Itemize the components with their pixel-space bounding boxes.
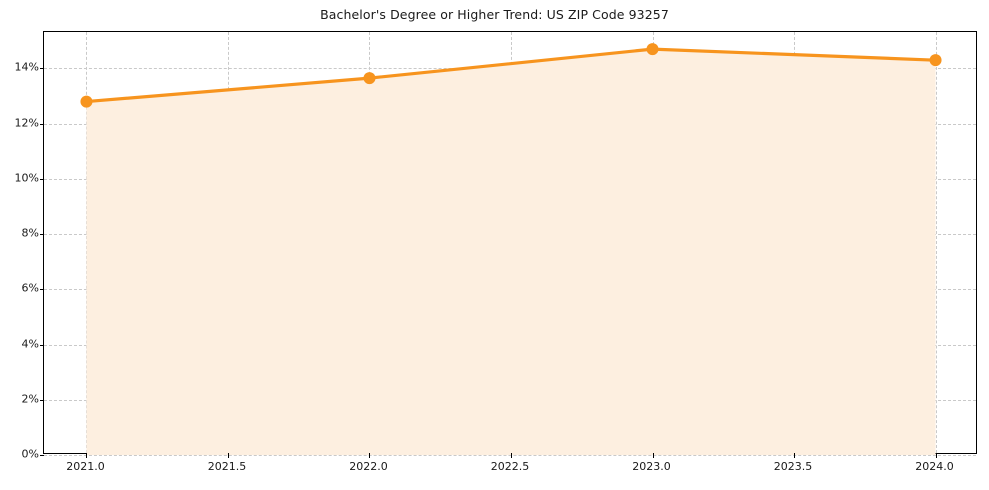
- data-point-marker: 2022: 13.65%: [363, 72, 376, 85]
- y-tick-mark: [39, 289, 44, 291]
- x-tick-label: 2021.5: [207, 460, 247, 473]
- x-tick-mark: [227, 453, 229, 458]
- x-tick-label: 2023.5: [773, 460, 813, 473]
- gridline-horizontal: [44, 455, 976, 456]
- y-tick-mark: [39, 234, 44, 236]
- y-tick-label: 0%: [21, 447, 39, 461]
- y-tick-mark: [39, 178, 44, 180]
- x-tick-mark: [86, 453, 88, 458]
- y-tick-mark: [39, 399, 44, 401]
- y-tick-mark: [39, 123, 44, 125]
- y-tick-label: 6%: [21, 281, 39, 295]
- x-tick-mark: [935, 453, 937, 458]
- y-tick-label: 8%: [21, 226, 39, 240]
- x-tick-mark: [369, 453, 371, 458]
- x-axis-tick-labels: 2021.0 2021.5 2022.0 2022.5 2023.0 2023.5 2024…: [43, 460, 977, 480]
- line-series-svg: 2021: 12.8% 2022: 13.65% 2023: 14.7% 2024: …: [80, 43, 942, 108]
- chart-title: Bachelor's Degree or Higher Trend: US ZI…: [320, 7, 669, 22]
- y-tick-mark: [39, 344, 44, 346]
- y-tick-label: 14%: [14, 60, 39, 74]
- y-tick-label: 10%: [14, 171, 39, 185]
- data-point-marker: 2023: 14.7%: [646, 43, 659, 56]
- line-path: [84, 47, 938, 104]
- area-fill-svg: [86, 49, 936, 455]
- x-tick-label: 2023.0: [632, 460, 671, 473]
- x-tick-mark: [794, 453, 796, 458]
- area-fill-path: [86, 49, 936, 455]
- area-fill: [44, 32, 976, 455]
- y-tick-mark: [39, 455, 44, 456]
- plot-area: 2021: 12.8% 2022: 13.65% 2023: 14.7% 2024: …: [39, 31, 977, 458]
- y-tick-label: 2%: [21, 392, 39, 406]
- data-point-marker: 2021: 12.8%: [80, 95, 93, 108]
- y-tick-mark: [39, 68, 44, 70]
- y-tick-label: 12%: [14, 116, 39, 130]
- x-tick-mark: [652, 453, 654, 458]
- y-tick-label: 4%: [21, 337, 39, 351]
- gridline-vertical: [935, 32, 937, 453]
- x-tick-mark: [511, 453, 512, 458]
- x-tick-label: 2022.5: [490, 460, 530, 473]
- y-axis-tick-labels: 0% 2% 4% 6% 8% 10% 12% 14%: [0, 31, 39, 461]
- x-tick-label: 2022.0: [349, 460, 388, 473]
- x-tick-label: 2021.0: [66, 460, 105, 473]
- x-tick-label: 2024.0: [915, 460, 954, 473]
- line-series: 2021: 12.8% 2022: 13.65% 2023: 14.7% 2024: …: [44, 32, 976, 453]
- data-point-marker: 2024: 14.3%: [929, 54, 942, 67]
